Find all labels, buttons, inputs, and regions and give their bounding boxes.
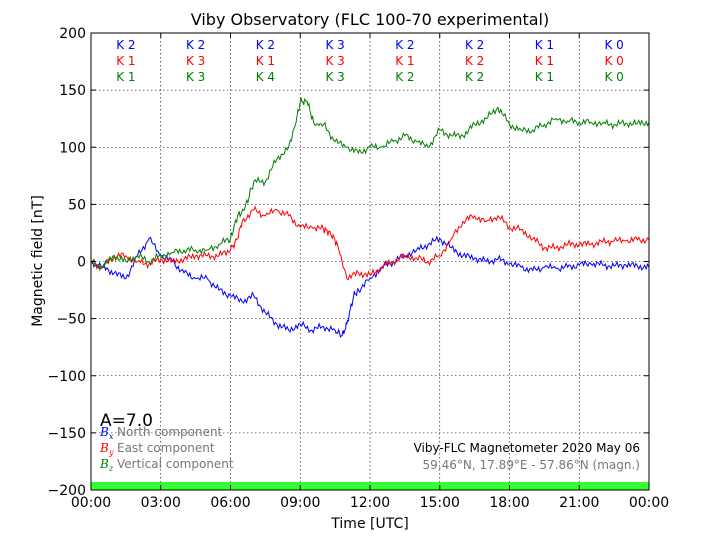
y-tick-label: 100 <box>59 140 86 156</box>
x-tick-label: 18:00 <box>489 495 529 511</box>
y-tick-label: −150 <box>48 426 86 442</box>
k-index-table: K 2 K 2 K 2 K 3 K 2 K 2 K 1 K 0 K 1 K 3 K 1 K 3 K 1 K… <box>116 38 624 84</box>
legend-entry: North component <box>117 425 223 439</box>
grid-lines <box>91 33 649 490</box>
series-lines <box>90 97 650 338</box>
legend-subscript: x <box>109 432 114 441</box>
legend-symbol: B <box>99 441 109 455</box>
instrument-info: Viby-FLC Magnetometer 2020 May 06 <box>414 441 640 455</box>
x-tick-label: 06:00 <box>210 495 250 511</box>
k-index-label: K 1 <box>116 70 135 84</box>
k-index-label: K 2 <box>395 38 414 52</box>
k-index-label: K 0 <box>604 38 623 52</box>
x-tick-label: 03:00 <box>141 495 181 511</box>
y-axis-label: Magnetic field [nT] <box>30 195 46 327</box>
legend-entry: East component <box>117 441 215 455</box>
legend-subscript: z <box>108 464 114 473</box>
k-index-label: K 2 <box>465 54 484 68</box>
x-tick-label: 15:00 <box>420 495 460 511</box>
x-tick-label: 00:00 <box>629 495 669 511</box>
k-index-label: K 3 <box>186 54 205 68</box>
k-index-label: K 1 <box>256 54 275 68</box>
k-index-label: K 2 <box>116 38 135 52</box>
k-index-label: K 3 <box>325 70 344 84</box>
series-line-y <box>90 205 650 281</box>
k-index-label: K 0 <box>604 54 623 68</box>
k-index-label: K 3 <box>186 70 205 84</box>
legend-symbol: B <box>99 457 109 471</box>
legend-subscript: y <box>108 448 114 457</box>
k-index-label: K 1 <box>395 54 414 68</box>
k-index-label: K 2 <box>256 38 275 52</box>
x-tick-label: 09:00 <box>280 495 320 511</box>
x-axis-label: Time [UTC] <box>330 516 408 532</box>
k-index-label: K 1 <box>535 54 554 68</box>
y-tick-label: −50 <box>56 312 86 328</box>
k-index-label: K 0 <box>604 70 623 84</box>
k-index-label: K 2 <box>465 70 484 84</box>
location-info: 59.46°N, 17.89°E - 57.86°N (magn.) <box>423 458 640 472</box>
k-index-label: K 1 <box>535 38 554 52</box>
y-tick-label: 150 <box>59 83 86 99</box>
k-index-label: K 3 <box>325 38 344 52</box>
k-index-label: K 1 <box>535 70 554 84</box>
legend-entry: Vertical component <box>117 457 234 471</box>
k-index-label: K 1 <box>116 54 135 68</box>
series-line-x <box>90 235 650 338</box>
k-index-label: K 3 <box>325 54 344 68</box>
legend-symbol: B <box>99 425 109 439</box>
x-tick-label: 21:00 <box>559 495 599 511</box>
series-line-z <box>90 97 650 272</box>
axis-ticks: 00:00 03:00 06:00 09:00 12:00 15:00 18:00 21:00… <box>48 26 670 511</box>
y-tick-label: 0 <box>77 255 86 271</box>
k-index-label: K 4 <box>256 70 275 84</box>
x-tick-label: 00:00 <box>71 495 111 511</box>
x-tick-label: 12:00 <box>350 495 390 511</box>
k-index-label: K 2 <box>395 70 414 84</box>
a-index-label: A=7.0 <box>100 411 153 431</box>
y-tick-label: −100 <box>48 369 86 385</box>
y-tick-label: 50 <box>68 197 86 213</box>
k-index-label: K 2 <box>186 38 205 52</box>
y-tick-label: 200 <box>59 26 86 42</box>
y-tick-label: −200 <box>48 483 86 499</box>
chart-title: Viby Observatory (FLC 100-70 experimenta… <box>191 10 550 29</box>
k-index-label: K 2 <box>465 38 484 52</box>
